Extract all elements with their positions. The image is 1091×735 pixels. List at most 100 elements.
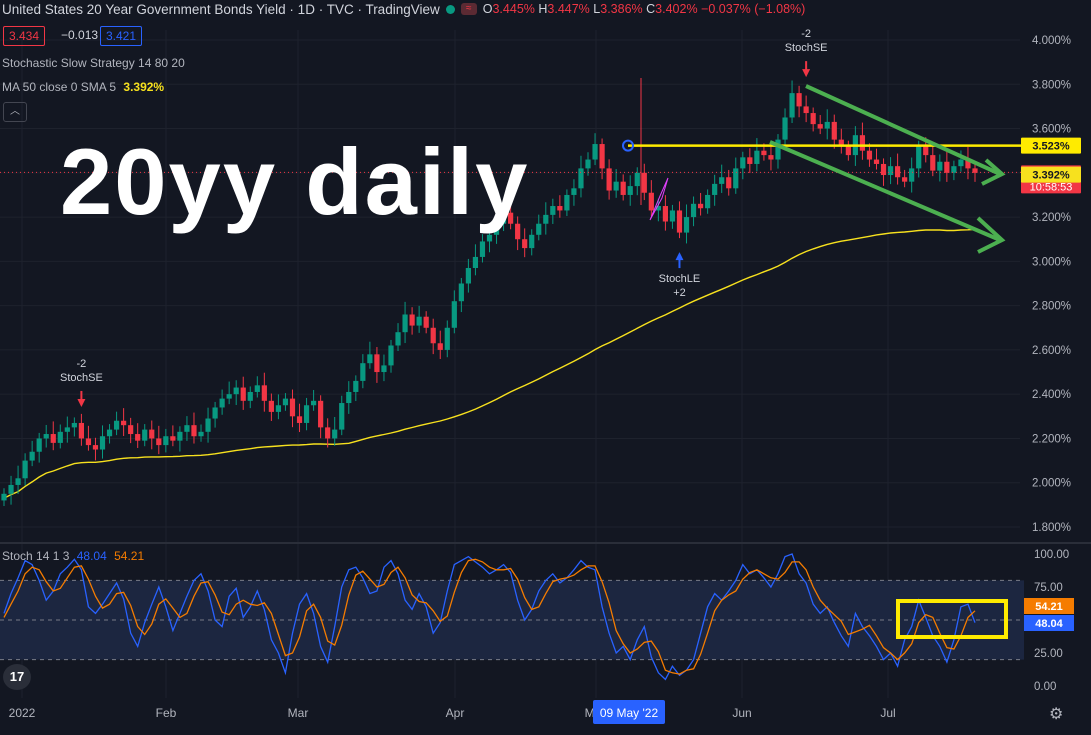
buy-signal-arrow-icon (675, 252, 684, 261)
stoch-axis-label-text: 54.21 (1035, 601, 1063, 613)
x-tick-label: Feb (156, 706, 177, 720)
candle-body (880, 163, 887, 176)
candle-body (662, 206, 669, 222)
candle-body (226, 394, 232, 399)
candle-body (648, 192, 654, 211)
candle-body (522, 239, 528, 249)
candle-body (515, 223, 521, 240)
buy-button[interactable]: 3.421 (100, 26, 143, 46)
candle-body (803, 106, 809, 114)
stoch-axis-label (1024, 615, 1074, 631)
candle-body (479, 241, 486, 257)
x-tick-label: Apr (446, 706, 465, 720)
tradingview-logo-icon[interactable]: 17 (3, 664, 31, 690)
candle-body (944, 161, 950, 173)
candle-body (395, 332, 401, 346)
candle-body (142, 429, 148, 441)
candle-body (381, 365, 387, 373)
strategy-legend[interactable]: Stochastic Slow Strategy 14 80 20 (2, 56, 185, 70)
candle-body (789, 93, 795, 118)
y-tick-label: 2.600% (1032, 345, 1071, 357)
candle-body (310, 400, 317, 406)
chart-header: United States 20 Year Government Bonds Y… (0, 0, 805, 18)
ma-legend[interactable]: MA 50 close 0 SMA 5 3.392% (2, 80, 164, 94)
candle-body (303, 405, 310, 423)
stoch-legend[interactable]: Stoch 14 1 3 48.04 54.21 (2, 549, 144, 563)
candle-body (15, 478, 21, 485)
sell-button[interactable]: 3.434 (3, 26, 46, 46)
x-tick-label: Mar (288, 706, 309, 720)
candle-body (388, 345, 394, 366)
candle-body (50, 434, 56, 443)
candle-body (451, 301, 457, 328)
candle-body (444, 327, 450, 350)
candle-body (64, 427, 70, 432)
channel-upper-arrowhead (981, 158, 1006, 186)
candle-body (951, 166, 957, 173)
candle-body (282, 398, 289, 406)
candle-body (149, 429, 155, 439)
ma-legend-label: MA 50 close 0 SMA 5 (2, 80, 117, 94)
candle-body (318, 400, 324, 428)
x-date-highlight-label: 09 May '22 (600, 706, 659, 720)
candle-body (845, 146, 851, 156)
candle-body (465, 268, 471, 284)
candle-body (325, 427, 331, 439)
candle-body (810, 113, 816, 125)
candle-body (29, 451, 35, 461)
candle-body (198, 431, 204, 437)
candle-body (268, 400, 274, 412)
candle-body (620, 181, 626, 195)
candle-body (177, 431, 183, 441)
candle-body (367, 354, 373, 364)
candle-body (599, 144, 605, 169)
wave-icon[interactable]: ≈ (460, 3, 477, 15)
candle-body (212, 407, 218, 419)
candle-body (768, 155, 774, 160)
candle-body (437, 343, 443, 350)
signal-label: -2 (77, 358, 87, 370)
gear-icon[interactable]: ⚙ (1049, 706, 1064, 723)
candle-body (817, 124, 823, 129)
candle-body (261, 385, 267, 401)
price-axis-label-text: 3.392% (1032, 170, 1070, 182)
candle-body (571, 188, 577, 195)
candle-body (916, 146, 922, 169)
channel-lower-arrowhead (976, 216, 1006, 254)
candle-body (585, 159, 591, 169)
candle-series (1, 78, 978, 506)
candle-body (965, 159, 971, 169)
signal-label: StochSE (785, 42, 828, 54)
candle-body (543, 214, 549, 224)
candle-body (296, 416, 303, 423)
candle-body (564, 194, 570, 211)
y-tick-label: 3.600% (1032, 124, 1071, 136)
y-tick-label: 1.800% (1032, 522, 1071, 534)
candle-body (36, 438, 42, 452)
candle-body (163, 436, 169, 446)
candle-body (536, 223, 542, 235)
candle-body (873, 159, 880, 164)
candle-body (254, 385, 260, 392)
pattern-drawing (649, 177, 669, 221)
price-axis-label (1021, 166, 1081, 183)
candle-body (923, 146, 929, 156)
candle-body (353, 380, 359, 392)
candle-body (641, 172, 647, 193)
candle-body (733, 168, 739, 189)
x-tick-label: 2022 (9, 706, 36, 720)
candle-body (958, 159, 964, 167)
candle-body (824, 121, 830, 129)
candle-body (360, 363, 366, 381)
channel-lower-line (769, 140, 1001, 242)
candle-body (113, 420, 120, 430)
ma50-line (3, 228, 976, 499)
stoch-y-tick: 0.00 (1034, 681, 1056, 693)
y-tick-label: 2.200% (1032, 433, 1071, 445)
candle-body (902, 177, 908, 182)
candle-body (92, 445, 99, 450)
candle-body (409, 314, 415, 326)
candle-body (508, 212, 514, 224)
collapse-legend-button[interactable]: ︿ (3, 102, 27, 122)
